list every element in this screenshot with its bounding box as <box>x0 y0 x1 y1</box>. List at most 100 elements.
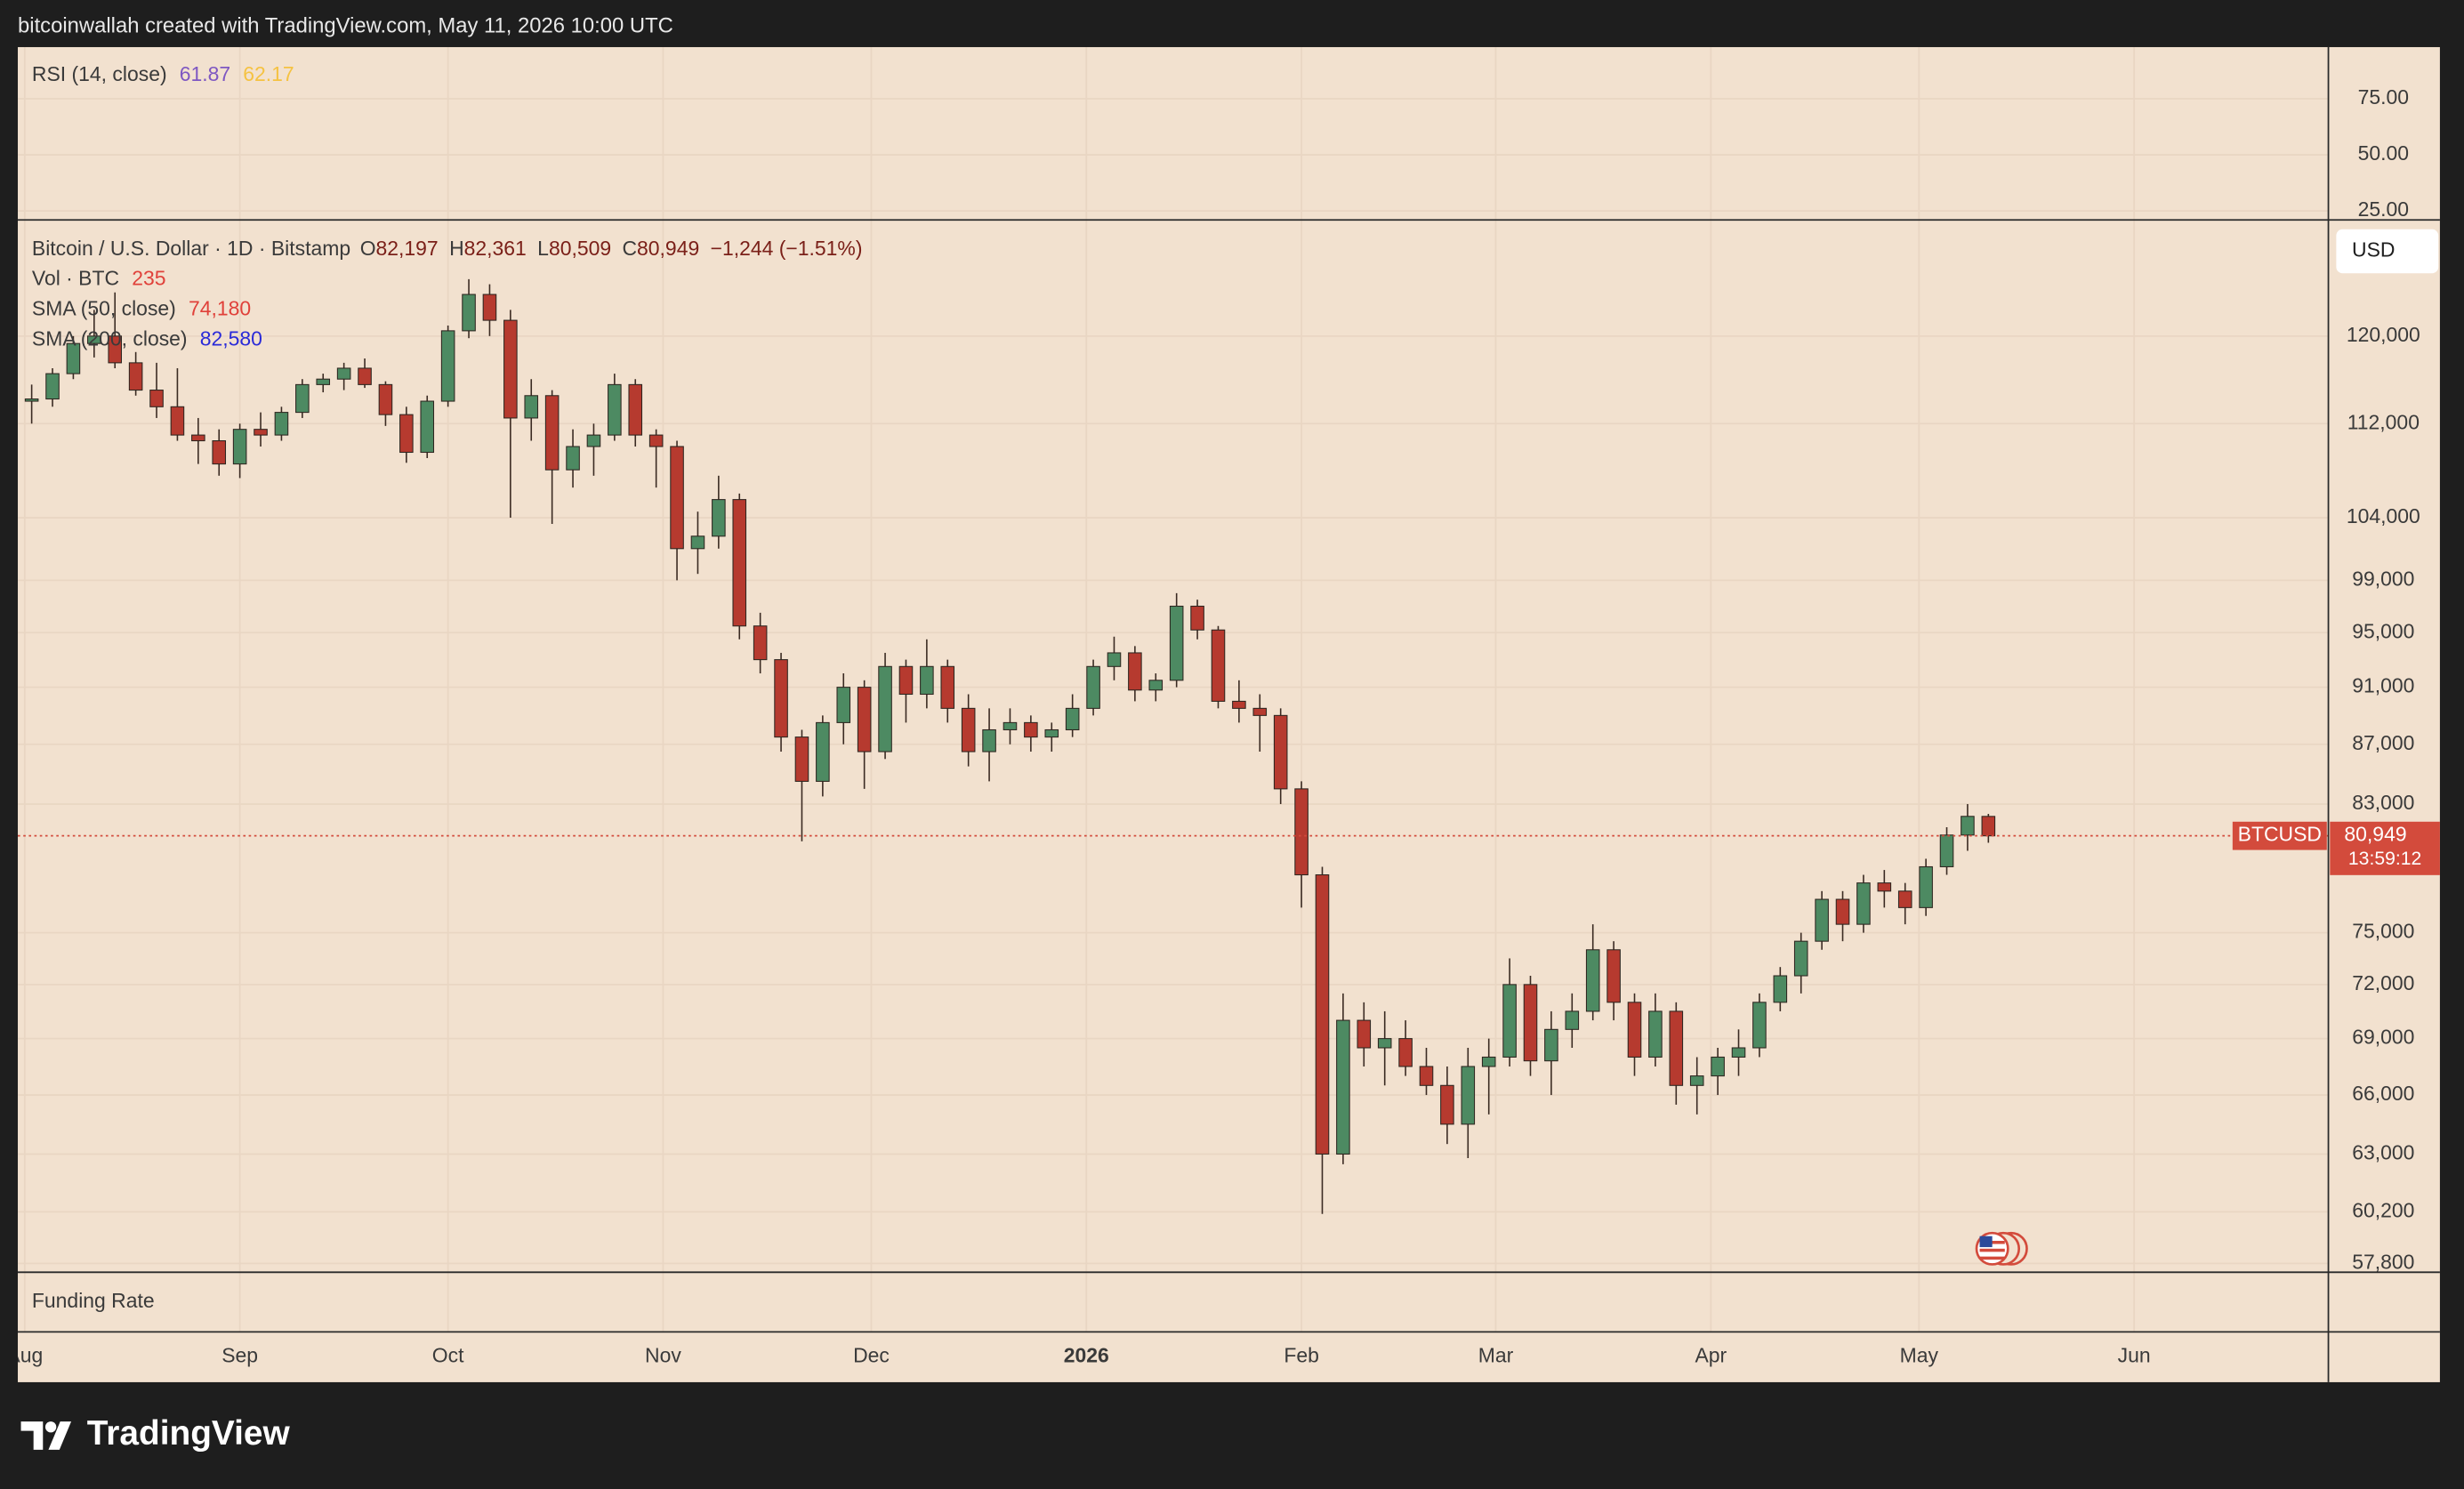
candle-body <box>1565 1010 1580 1030</box>
x-tick-label: Aug <box>6 1344 43 1367</box>
candle-body <box>1065 707 1080 731</box>
candle-body <box>1107 652 1122 667</box>
candle-body <box>440 330 455 402</box>
y-tick-label: 72,000 <box>2352 971 2414 994</box>
candle-body <box>316 378 331 385</box>
brand-name: TradingView <box>87 1414 291 1453</box>
candle-body <box>108 335 123 364</box>
candle-body <box>1440 1084 1454 1125</box>
candle-body <box>1793 940 1808 977</box>
candle-body <box>794 736 809 782</box>
rsi-tick-label: 50.00 <box>2358 141 2409 165</box>
y-tick-label: 83,000 <box>2352 791 2414 814</box>
candle-body <box>378 383 393 415</box>
candle-body <box>1627 1002 1642 1058</box>
y-tick-label: 75,000 <box>2352 920 2414 943</box>
y-tick-label: 66,000 <box>2352 1082 2414 1105</box>
header-text: bitcoinwallah created with TradingView.c… <box>18 13 673 37</box>
last-price-box <box>2330 821 2440 875</box>
candle-body <box>1086 665 1100 709</box>
currency-label[interactable]: USD <box>2352 238 2395 262</box>
candle-body <box>149 390 164 407</box>
candle-body <box>920 665 934 696</box>
x-tick-label: Feb <box>1284 1344 1319 1367</box>
candle-body <box>940 665 955 709</box>
rsi-value: 62.17 <box>243 62 294 85</box>
x-tick-label: May <box>1900 1344 1939 1367</box>
indicator-name: SMA (200, close) <box>32 327 188 350</box>
candle-body <box>586 434 601 447</box>
y-tick-label: 87,000 <box>2352 731 2414 754</box>
candle-body <box>1232 700 1246 709</box>
candle-body <box>816 721 830 782</box>
symbol-tag <box>2232 821 2327 850</box>
ohlc-value: 82,361 <box>464 237 527 260</box>
candle-body <box>836 687 851 723</box>
candles <box>24 278 1996 1214</box>
candle-body <box>544 395 560 471</box>
candle-body <box>295 383 310 414</box>
funding-title: Funding Rate <box>32 1289 155 1312</box>
candle-body <box>566 446 580 471</box>
candle-body <box>1461 1066 1476 1125</box>
event-icon <box>1975 1231 2028 1266</box>
candle-body <box>1669 1010 1684 1086</box>
candle-body <box>399 414 414 454</box>
candle-body <box>45 373 60 400</box>
last-price-label: 80,949 <box>2344 823 2406 846</box>
time-axis: Aug Sep Oct Nov Dec 2026 Feb Mar Apr May Jun <box>6 1344 2151 1367</box>
candle-body <box>1003 721 1018 731</box>
indicator-value: 235 <box>132 266 165 289</box>
candle-body <box>128 362 143 391</box>
candle-body <box>336 367 351 380</box>
candle-body <box>462 294 476 332</box>
candle-body <box>1336 1019 1350 1155</box>
ohlc-prefix: L <box>537 237 549 260</box>
indicator-name: Vol · BTC <box>32 266 119 289</box>
candle-body <box>1169 605 1184 681</box>
candle-body <box>358 367 372 385</box>
y-tick-label: 104,000 <box>2347 504 2420 527</box>
ohlc-prefix: C <box>622 237 637 260</box>
candle-body <box>1711 1056 1725 1077</box>
candle-body <box>878 665 892 753</box>
candle-body <box>1481 1056 1496 1067</box>
candle-body <box>670 446 684 550</box>
candle-body <box>1648 1010 1663 1058</box>
x-tick-label: Jun <box>2118 1344 2151 1367</box>
candle-body <box>170 406 185 436</box>
candle-body <box>1211 629 1226 702</box>
x-tick-label: Nov <box>645 1344 681 1367</box>
candle-body <box>1190 605 1204 631</box>
x-tick-label: Apr <box>1695 1344 1727 1367</box>
candle-body <box>191 434 205 442</box>
candle-body <box>1024 721 1038 738</box>
candle-body <box>1128 652 1142 691</box>
symbol-tag-label: BTCUSD <box>2238 823 2322 846</box>
candle-body <box>1877 882 1892 892</box>
candle-body <box>1773 975 1788 1003</box>
indicator-value: 74,180 <box>189 296 251 319</box>
candle-body <box>232 429 247 465</box>
y-tick-label: 120,000 <box>2347 323 2420 346</box>
candle-body <box>608 383 622 436</box>
x-tick-label: Sep <box>221 1344 258 1367</box>
candle-body <box>1273 714 1288 790</box>
candle-body <box>712 499 726 537</box>
candle-body <box>87 335 101 344</box>
y-tick-label: 95,000 <box>2352 619 2414 642</box>
candle-body <box>1357 1019 1372 1049</box>
candle-body <box>648 434 664 447</box>
candle-body <box>774 659 788 738</box>
candle-body <box>524 395 539 419</box>
y-tick-label: 69,000 <box>2352 1026 2414 1049</box>
ohlc-value: 82,197 <box>376 237 439 260</box>
candle-body <box>1315 873 1330 1155</box>
currency-button[interactable] <box>2336 229 2439 274</box>
candle-body <box>1981 816 1996 837</box>
rsi-value: 61.87 <box>180 62 230 85</box>
candle-body <box>1377 1038 1392 1049</box>
rsi-tick-label: 75.00 <box>2358 85 2409 109</box>
candle-body <box>212 440 227 465</box>
